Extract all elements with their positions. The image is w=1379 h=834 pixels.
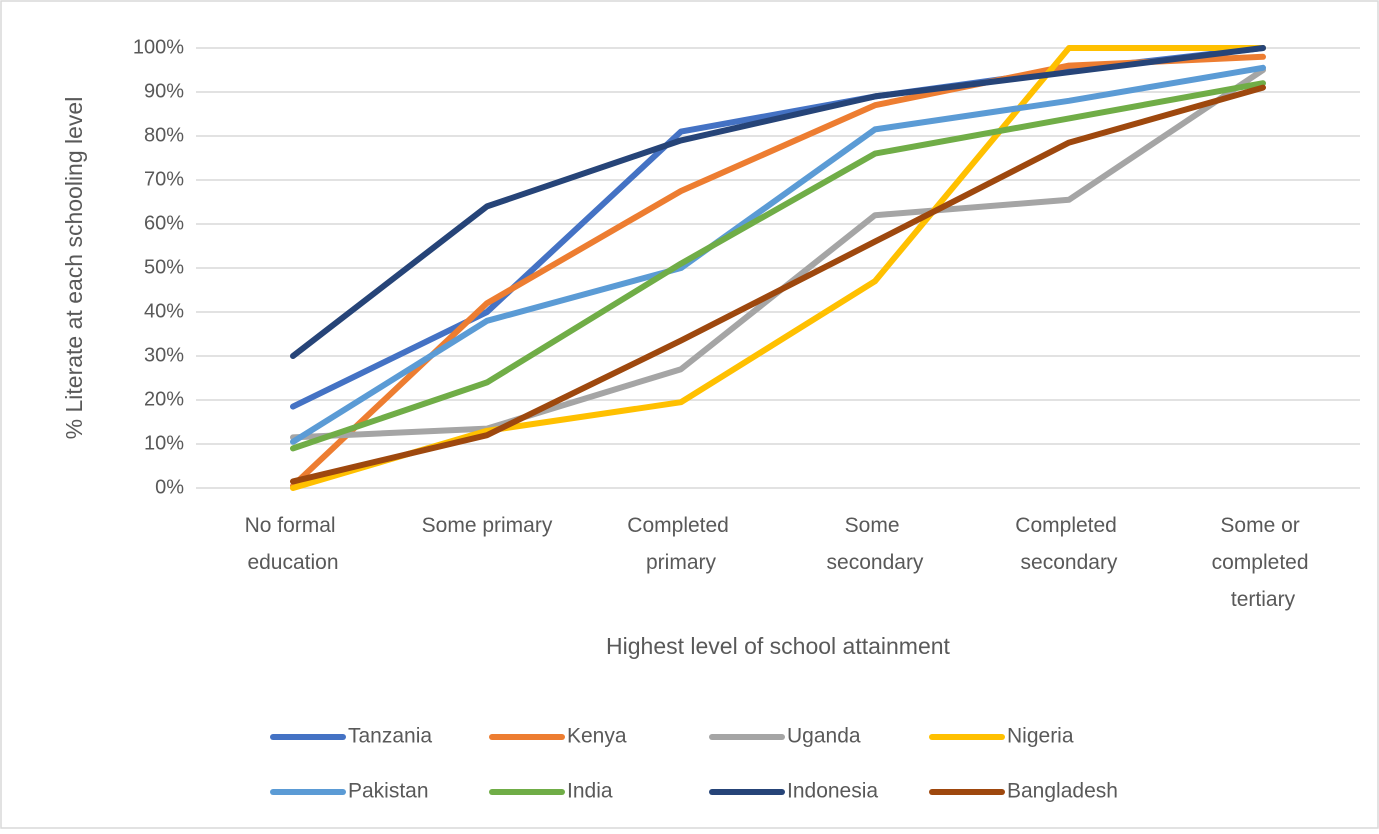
legend-label: Bangladesh xyxy=(1007,780,1118,803)
legend-label: Indonesia xyxy=(787,780,878,803)
y-tick-label: 40% xyxy=(144,300,184,322)
series-line xyxy=(290,64,1266,445)
x-tick-label: Completed primary xyxy=(627,514,734,574)
y-tick-label: 80% xyxy=(144,124,184,146)
series-line xyxy=(290,53,1266,489)
x-tick-label: Some primary xyxy=(422,514,553,537)
legend-label: Tanzania xyxy=(348,725,432,748)
y-axis-label: % Literate at each schooling level xyxy=(61,97,87,440)
series-line xyxy=(290,80,1266,452)
y-tick-label: 60% xyxy=(144,212,184,234)
y-tick-label: 90% xyxy=(144,80,184,102)
legend-label: Pakistan xyxy=(348,780,429,803)
y-tick-label: 50% xyxy=(144,256,184,278)
y-tick-label: 70% xyxy=(144,168,184,190)
legend-label: Kenya xyxy=(567,725,627,748)
y-tick-label: 30% xyxy=(144,344,184,366)
y-tick-label: 10% xyxy=(144,432,184,454)
x-tick-label: No formal education xyxy=(245,514,342,574)
legend-label: Nigeria xyxy=(1007,725,1074,748)
legend-label: Uganda xyxy=(787,725,861,748)
x-axis-label: Highest level of school attainment xyxy=(606,633,951,659)
x-tick-label: Some secondary xyxy=(827,514,924,574)
x-tick-label: Some or completed tertiary xyxy=(1212,514,1315,611)
x-tick-label: Completed secondary xyxy=(1015,514,1122,574)
y-tick-label: 100% xyxy=(133,36,184,58)
legend-label: India xyxy=(567,780,613,803)
y-tick-label: 20% xyxy=(144,388,184,410)
y-tick-label: 0% xyxy=(155,476,184,498)
series-line xyxy=(290,45,1266,359)
series-line xyxy=(290,84,1266,485)
